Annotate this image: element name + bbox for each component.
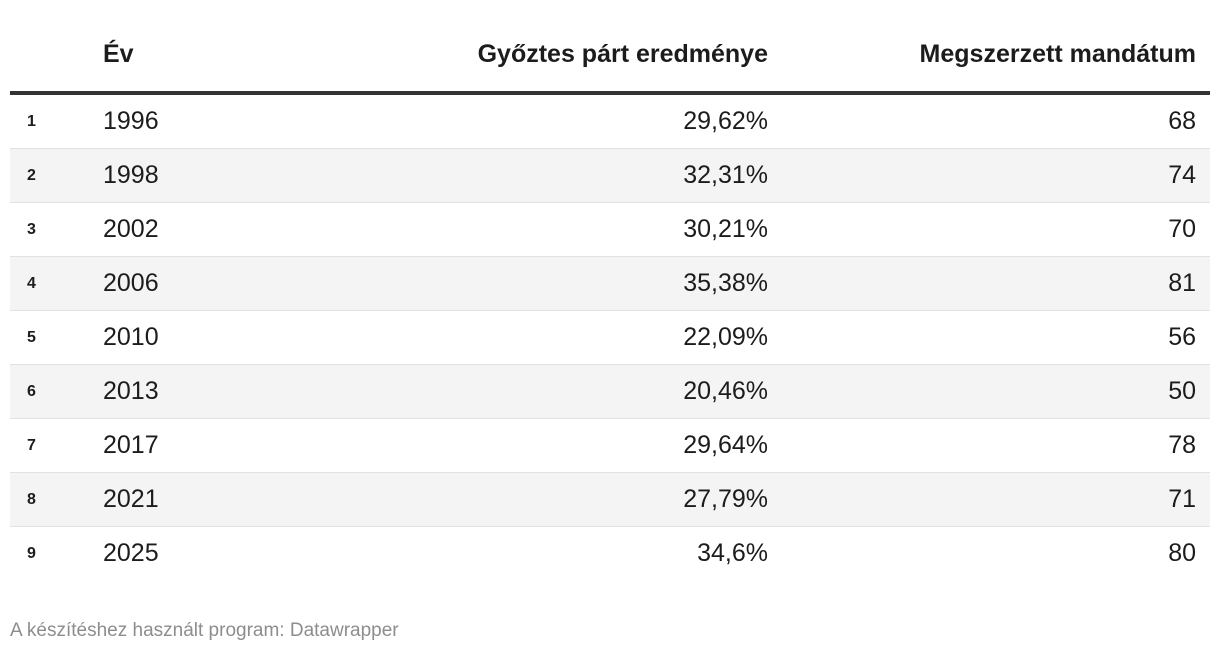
column-header-seats-won: Megszerzett mandátum (782, 0, 1210, 95)
table-row: 9 2025 34,6% 80 (10, 526, 1210, 580)
seats-won-cell: 50 (782, 364, 1210, 419)
table-row: 2 1998 32,31% 74 (10, 148, 1210, 203)
seats-won-cell: 80 (782, 526, 1210, 580)
winning-party-result-cell: 22,09% (413, 310, 782, 365)
column-header-year: Év (103, 0, 413, 95)
row-number-cell: 6 (10, 364, 103, 419)
winning-party-result-cell: 32,31% (413, 148, 782, 203)
year-cell: 1998 (103, 148, 413, 203)
winning-party-result-cell: 34,6% (413, 526, 782, 580)
data-table-container: Év Győztes párt eredménye Megszerzett ma… (10, 0, 1210, 580)
year-cell: 2010 (103, 310, 413, 365)
row-number-cell: 2 (10, 148, 103, 203)
data-table: Év Győztes párt eredménye Megszerzett ma… (10, 0, 1210, 580)
table-row: 3 2002 30,21% 70 (10, 202, 1210, 257)
column-header-winning-party-result: Győztes párt eredménye (413, 0, 782, 95)
year-cell: 2025 (103, 526, 413, 580)
year-cell: 2013 (103, 364, 413, 419)
seats-won-cell: 78 (782, 418, 1210, 473)
row-number-cell: 4 (10, 256, 103, 311)
winning-party-result-cell: 35,38% (413, 256, 782, 311)
winning-party-result-cell: 27,79% (413, 472, 782, 527)
seats-won-cell: 70 (782, 202, 1210, 257)
attribution-text: A készítéshez használt program: Datawrap… (10, 620, 399, 641)
winning-party-result-cell: 29,62% (683, 107, 768, 135)
row-number-cell: 3 (10, 202, 103, 257)
winning-party-result-cell: 30,21% (413, 202, 782, 257)
seats-won-cell: 71 (782, 472, 1210, 527)
seats-won-cell: 74 (782, 148, 1210, 203)
row-number-cell: 9 (10, 526, 103, 580)
year-cell: 1996 (103, 107, 159, 135)
table-row: 4 2006 35,38% 81 (10, 256, 1210, 311)
winning-party-result-cell: 29,64% (413, 418, 782, 473)
table-header-row: Év Győztes párt eredménye Megszerzett ma… (10, 0, 1210, 95)
seats-won-cell: 81 (782, 256, 1210, 311)
table-row: 6 2013 20,46% 50 (10, 364, 1210, 419)
year-cell: 2006 (103, 256, 413, 311)
year-cell: 2021 (103, 472, 413, 527)
seats-won-cell: 68 (1168, 107, 1196, 135)
table-row: 8 2021 27,79% 71 (10, 472, 1210, 527)
year-cell: 2002 (103, 202, 413, 257)
year-cell: 2017 (103, 418, 413, 473)
row-number-cell: 5 (10, 310, 103, 365)
table-row: 7 2017 29,64% 78 (10, 418, 1210, 473)
row-number-cell: 8 (10, 472, 103, 527)
table-body: 1 1996 29,62% 68 2 1998 32,31% 74 3 2002 30,21% 70 4… (10, 93, 1210, 580)
winning-party-result-cell: 20,46% (413, 364, 782, 419)
table-row: 1 1996 29,62% 68 (10, 93, 1210, 149)
table-header: Év Győztes párt eredménye Megszerzett ma… (10, 0, 1210, 95)
column-header-row-number (10, 0, 103, 95)
table-row: 5 2010 22,09% 56 (10, 310, 1210, 365)
row-number-cell: 7 (10, 418, 103, 473)
seats-won-cell: 56 (782, 310, 1210, 365)
row-number-cell: 1 (27, 112, 36, 130)
